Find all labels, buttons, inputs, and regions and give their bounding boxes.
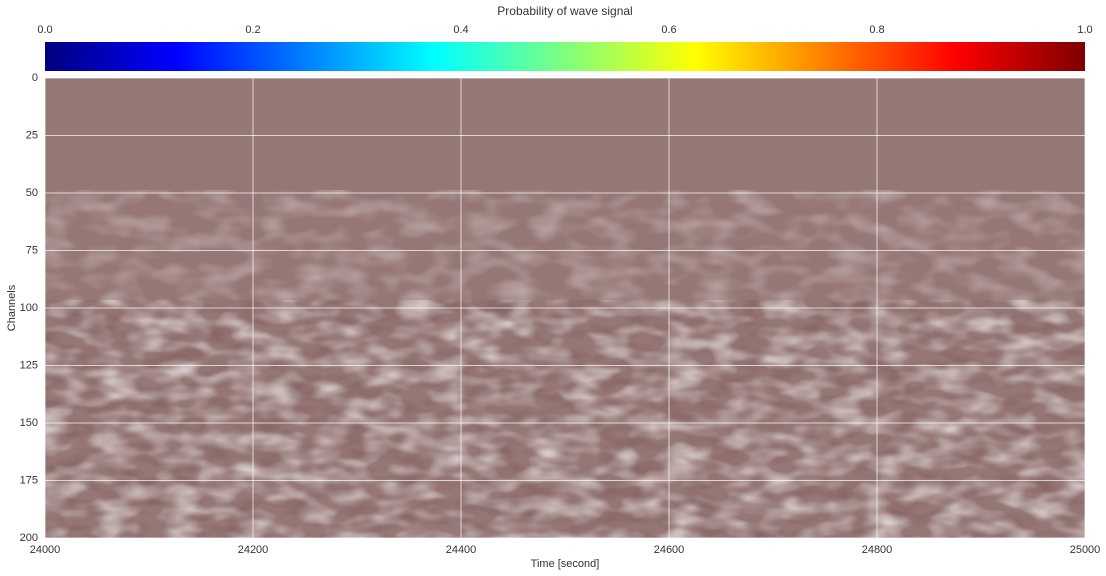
x-tick-label: 25000 <box>1070 544 1101 556</box>
x-tick-label: 24200 <box>238 544 269 556</box>
y-tick-label: 75 <box>26 244 38 256</box>
y-tick-label: 150 <box>20 417 38 429</box>
x-axis-label: Time [second] <box>531 558 600 570</box>
x-tick-label: 24400 <box>446 544 477 556</box>
colorbar <box>45 42 1085 71</box>
colorbar-tick-label: 0.4 <box>453 24 468 36</box>
colorbar-tick-label: 0.0 <box>37 24 52 36</box>
x-tick-label: 24000 <box>30 544 61 556</box>
colorbar-tick-label: 0.8 <box>869 24 884 36</box>
y-axis-label: Channels <box>6 284 18 331</box>
y-tick-label: 175 <box>20 474 38 486</box>
x-tick-label: 24800 <box>862 544 893 556</box>
y-tick-label: 50 <box>26 187 38 199</box>
colorbar-tick-label: 1.0 <box>1077 24 1092 36</box>
y-tick-label: 25 <box>26 129 38 141</box>
colorbar-tick-label: 0.2 <box>245 24 260 36</box>
image-texture <box>45 300 1085 538</box>
y-tick-label: 125 <box>20 359 38 371</box>
y-tick-label: 100 <box>20 302 38 314</box>
colorbar-tick-label: 0.6 <box>661 24 676 36</box>
x-tick-label: 24600 <box>654 544 685 556</box>
colorbar-title: Probability of wave signal <box>497 4 632 18</box>
y-tick-label: 200 <box>20 532 38 544</box>
y-tick-label: 0 <box>32 72 38 84</box>
